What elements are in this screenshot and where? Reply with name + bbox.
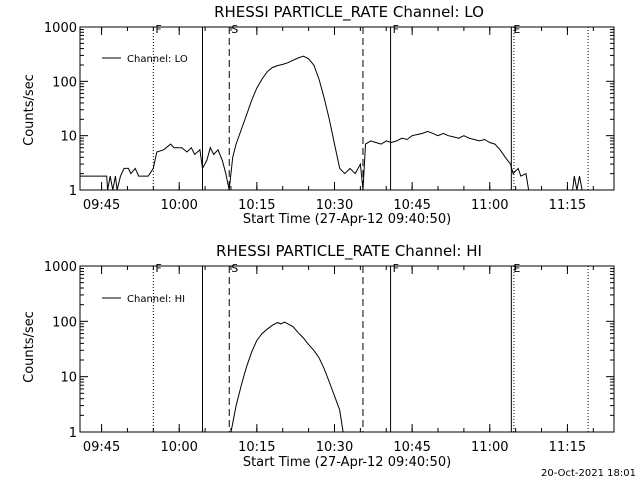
- plot-frame: [79, 265, 615, 433]
- x-tick-label: 11:00: [471, 440, 508, 455]
- event-marker-label: F: [393, 262, 399, 275]
- legend: Channel: LO: [102, 54, 188, 65]
- x-tick-label: 10:45: [393, 198, 430, 213]
- y-tick-label: 10: [60, 371, 77, 386]
- y-tick-label: 1: [69, 184, 77, 199]
- event-marker-label: F: [155, 23, 161, 36]
- chart-title: RHESSI PARTICLE_RATE Channel: HI: [216, 242, 482, 261]
- plot-area: 1 10 100 1000 09:45 10:00 10:15 10:30 10:45 11:00…: [44, 260, 615, 455]
- event-marker-label: F: [155, 262, 161, 275]
- x-tick-label: 11:15: [549, 440, 586, 455]
- chart-title: RHESSI PARTICLE_RATE Channel: LO: [214, 3, 484, 22]
- chart-lo: RHESSI PARTICLE_RATE Channel: LO 1101001…: [22, 3, 615, 227]
- series-line: [80, 55, 586, 191]
- x-tick-label: 10:30: [316, 440, 353, 455]
- x-tick-label: 10:00: [160, 440, 197, 455]
- event-marker-label: E: [513, 262, 520, 275]
- footer-timestamp: 20-Oct-2021 18:01: [541, 468, 636, 479]
- x-tick-label: 10:30: [316, 198, 353, 213]
- plot-area: 1 10 100 1000 09:45 10:00 10:15 10:30 10:45 11:00…: [44, 21, 615, 213]
- x-tick-label: 11:00: [471, 198, 508, 213]
- y-tick-label: 100: [52, 75, 77, 90]
- x-tick-label: 11:15: [549, 198, 586, 213]
- y-tick-label: 10: [60, 130, 77, 145]
- y-tick-label: 1: [69, 426, 77, 441]
- x-tick-label: 10:00: [160, 198, 197, 213]
- x-axis-label: Start Time (27-Apr-12 09:40:50): [243, 455, 451, 470]
- event-marker-label: S: [231, 23, 238, 36]
- y-tick-label: 100: [52, 315, 77, 330]
- event-marker-label: S: [231, 262, 238, 275]
- x-tick-label: 10:45: [393, 440, 430, 455]
- legend-label: Channel: HI: [127, 294, 185, 305]
- legend: Channel: HI: [102, 294, 185, 305]
- x-tick-label: 09:45: [83, 198, 120, 213]
- y-tick-label: 1000: [44, 260, 77, 275]
- y-tick-label: 1000: [44, 21, 77, 36]
- x-tick-label: 10:15: [238, 198, 275, 213]
- x-axis-label: Start Time (27-Apr-12 09:40:50): [243, 212, 451, 227]
- event-marker-label: E: [513, 23, 520, 36]
- plot-frame: [79, 26, 615, 191]
- y-axis-label: Counts/sec: [22, 311, 37, 383]
- x-tick-label: 09:45: [83, 440, 120, 455]
- event-marker-label: F: [393, 23, 399, 36]
- series-line: [230, 321, 344, 433]
- chart-hi: RHESSI PARTICLE_RATE Channel: HI 1101001…: [22, 242, 615, 470]
- x-tick-label: 10:15: [238, 440, 275, 455]
- y-axis-label: Counts/sec: [22, 74, 37, 146]
- legend-label: Channel: LO: [127, 54, 188, 65]
